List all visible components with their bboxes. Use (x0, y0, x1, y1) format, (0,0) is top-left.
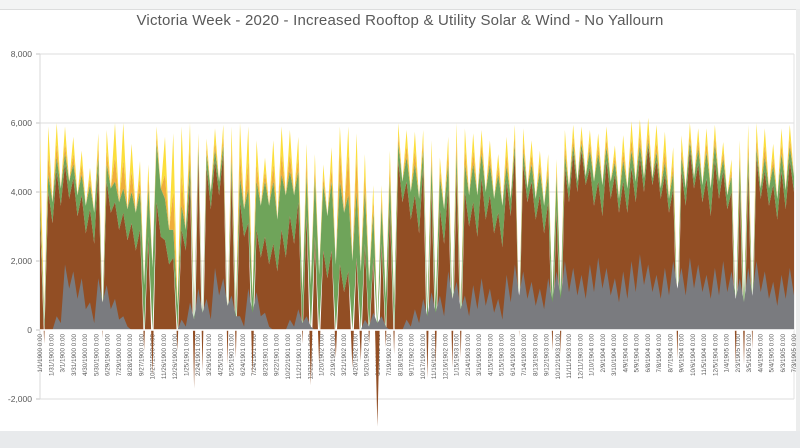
x-axis-label: 7/8/1904 0:00 (656, 334, 663, 373)
x-axis-label: 11/16/1902 0:00 (431, 334, 438, 380)
x-axis-label: 8/23/1901 0:00 (262, 334, 269, 377)
x-axis-label: 6/24/1901 0:00 (240, 334, 247, 377)
x-axis-label: 6/3/1905 0:00 (780, 334, 787, 373)
x-axis-label: 10/6/1904 0:00 (690, 334, 697, 377)
x-axis-label: 1/15/1903 0:00 (454, 334, 461, 377)
area-series-brown (40, 147, 794, 427)
x-axis-label: 4/15/1903 0:00 (487, 334, 494, 377)
x-axis-label: 11/21/1901 0:00 (296, 334, 303, 380)
x-axis-label: 12/5/1904 0:00 (712, 334, 719, 377)
x-axis-label: 11/26/1900 0:00 (161, 334, 168, 380)
x-axis-label: 1/4/1905 0:00 (724, 334, 731, 373)
x-axis-label: 10/17/1902 0:00 (420, 334, 427, 380)
area-series-yellow (40, 117, 794, 324)
area-series-gray-overlay (40, 254, 794, 330)
x-axis-label: 7/19/1902 0:00 (386, 334, 393, 377)
chart-title: Victoria Week - 2020 - Increased Rooftop… (136, 12, 664, 29)
y-axis-label: 2,000 (11, 256, 33, 266)
x-axis-label: 8/7/1904 0:00 (667, 334, 674, 373)
x-axis-label: 10/27/1900 0:00 (150, 334, 157, 380)
x-axis-label: 3/10/1904 0:00 (611, 334, 618, 377)
x-axis-labels: 1/1/1900 0:00 1/31/1900 0:00 3/1/1900 0:00… (37, 334, 798, 380)
x-axis-label: 8/13/1903 0:00 (532, 334, 539, 377)
y-axis-label: 8,000 (11, 49, 33, 59)
x-axis-label: 3/31/1900 0:00 (71, 334, 78, 377)
x-axis-label: 2/3/1905 0:00 (735, 334, 742, 373)
x-axis-label: 9/6/1904 0:00 (679, 334, 686, 373)
x-axis-label: 1/25/1901 0:00 (183, 334, 190, 377)
x-axis-label: 11/5/1904 0:00 (701, 334, 708, 376)
y-axis-label: 4,000 (11, 187, 33, 197)
x-axis-label: 12/11/1903 0:00 (577, 334, 584, 380)
x-axis-label: 3/5/1905 0:00 (746, 334, 753, 373)
x-axis-label: 7/14/1903 0:00 (521, 334, 528, 377)
x-axis-label: 2/14/1903 0:00 (465, 334, 472, 377)
x-axis-label: 3/1/1900 0:00 (60, 334, 67, 373)
x-axis-label: 6/29/1900 0:00 (105, 334, 112, 377)
x-axis-label: 8/28/1900 0:00 (127, 334, 134, 377)
x-axis-label: 1/10/1904 0:00 (589, 334, 596, 377)
x-axis-label: 3/26/1901 0:00 (206, 334, 213, 377)
x-axis-label: 1/31/1900 0:00 (48, 334, 55, 377)
bottom-strip (0, 431, 800, 448)
area-series-green (40, 142, 794, 330)
x-axis-label: 4/4/1905 0:00 (757, 334, 764, 373)
x-axis-label: 5/15/1903 0:00 (499, 334, 506, 377)
x-axis-label: 4/20/1902 0:00 (352, 334, 359, 377)
x-axis-label: 6/8/1904 0:00 (645, 334, 652, 373)
x-axis-label: 1/1/1900 0:00 (37, 334, 44, 373)
x-axis-label: 5/30/1900 0:00 (93, 334, 100, 377)
x-axis-label: 4/30/1900 0:00 (82, 334, 89, 377)
x-axis-label: 2/9/1904 0:00 (600, 334, 607, 373)
x-axis-label: 9/12/1903 0:00 (544, 334, 551, 377)
y-axis-label: 0 (27, 325, 32, 335)
x-axis-label: 11/11/1903 0:00 (566, 334, 573, 379)
x-axis-label: 3/16/1903 0:00 (476, 334, 483, 377)
y-axis-labels: 8,000 6,000 4,000 2,000 0 -2,000 (8, 49, 32, 404)
x-axis-label: 12/16/1902 0:00 (442, 334, 449, 380)
x-axis-label: 7/24/1901 0:00 (251, 334, 258, 377)
x-axis-label: 3/21/1902 0:00 (341, 334, 348, 377)
x-axis-label: 6/14/1903 0:00 (510, 334, 517, 377)
x-axis-label: 9/22/1901 0:00 (274, 334, 281, 377)
x-axis-label: 7/3/1905 0:00 (791, 334, 798, 373)
x-axis-label: 4/9/1904 0:00 (622, 334, 629, 373)
x-axis-label: 2/24/1901 0:00 (195, 334, 202, 377)
x-axis-label: 5/20/1902 0:00 (364, 334, 371, 377)
right-strip (796, 9, 800, 431)
x-axis-label: 5/9/1904 0:00 (634, 334, 641, 373)
y-axis-label: 6,000 (11, 118, 33, 128)
x-axis-label: 2/19/1902 0:00 (330, 334, 337, 377)
x-axis-label: 5/4/1905 0:00 (769, 334, 776, 373)
x-axis-label: 12/26/1900 0:00 (172, 334, 179, 380)
top-strip (0, 0, 800, 10)
x-axis-label: 9/17/1902 0:00 (409, 334, 416, 377)
x-axis-label: 1/20/1902 0:00 (319, 334, 326, 377)
x-axis-label: 10/22/1901 0:00 (285, 334, 292, 380)
x-axis-label: 8/18/1902 0:00 (397, 334, 404, 377)
x-axis-label: 4/25/1901 0:00 (217, 334, 224, 377)
x-axis-label: 9/27/1900 0:00 (138, 334, 145, 377)
x-axis-label: 7/29/1900 0:00 (116, 334, 123, 377)
x-axis-label: 5/25/1901 0:00 (229, 334, 236, 377)
x-axis-label: 10/12/1903 0:00 (555, 334, 562, 380)
y-axis-label: -2,000 (8, 394, 32, 404)
